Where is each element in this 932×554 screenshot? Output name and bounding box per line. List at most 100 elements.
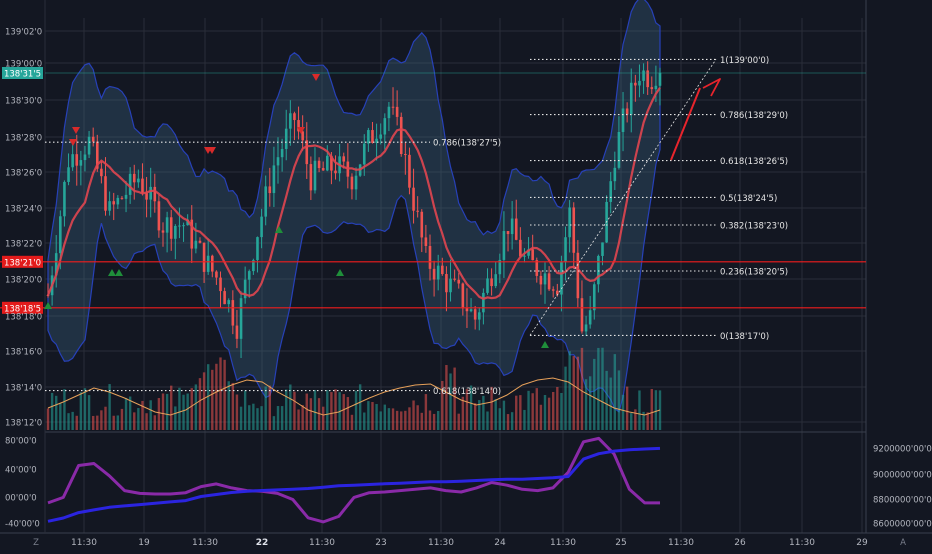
current-price-label: 138'31'5 xyxy=(4,70,41,80)
volume-bar xyxy=(543,395,547,430)
volume-bar xyxy=(601,347,604,430)
sell-signal-icon xyxy=(69,139,77,146)
volume-bar xyxy=(584,379,588,430)
candle-body xyxy=(654,85,658,90)
volume-bar xyxy=(588,376,592,430)
candle-body xyxy=(235,325,239,339)
osc-y-tick-left: -40'00'0 xyxy=(5,520,40,530)
candle-body xyxy=(63,181,66,217)
x-tick-label: 11:30 xyxy=(192,538,218,548)
volume-bar xyxy=(252,403,255,430)
volume-bar xyxy=(211,369,214,430)
candle-body xyxy=(87,136,91,155)
candle-body xyxy=(108,201,111,211)
candle-body xyxy=(100,168,103,177)
volume-bar xyxy=(630,413,633,430)
volume-bar xyxy=(174,406,177,430)
volume-bar xyxy=(141,400,144,430)
candle-body xyxy=(313,160,317,191)
candle-body xyxy=(609,181,613,202)
auto-scale-button[interactable]: A xyxy=(900,538,906,548)
volume-bar xyxy=(227,381,230,430)
candle-body xyxy=(486,278,489,293)
candle-body xyxy=(638,80,641,86)
candle-body xyxy=(412,187,415,211)
x-tick-label: 11:30 xyxy=(309,538,335,548)
candle-body xyxy=(634,82,637,86)
oscillator-line-blue xyxy=(47,446,661,523)
volume-bar xyxy=(412,400,415,430)
volume-bar xyxy=(112,415,115,430)
x-tick-label: 22 xyxy=(256,538,269,548)
candle-body xyxy=(141,178,144,193)
volume-bar xyxy=(71,411,74,430)
candle-body xyxy=(326,155,329,171)
volume-bar xyxy=(264,386,267,430)
buy-signal-icon xyxy=(108,269,116,276)
y-tick-label: 138'18'0 xyxy=(5,313,42,323)
osc-y-tick-left: 40'00'0 xyxy=(5,466,37,476)
candle-body xyxy=(59,216,62,254)
volume-bar xyxy=(83,388,87,430)
candle-body xyxy=(453,278,456,280)
candle-body xyxy=(284,128,288,150)
volume-bar xyxy=(157,398,161,430)
candle-body xyxy=(601,242,604,256)
candle-body xyxy=(71,154,74,168)
candle-body xyxy=(91,136,95,142)
volume-bar xyxy=(280,406,284,430)
candle-body xyxy=(174,225,177,239)
x-tick-label: 26 xyxy=(734,538,746,548)
sell-signal-icon xyxy=(208,147,216,154)
candle-body xyxy=(95,141,99,169)
volume-bar xyxy=(654,390,658,430)
candle-body xyxy=(539,275,543,285)
zoom-button[interactable]: Z xyxy=(33,538,39,548)
volume-bar xyxy=(256,408,259,430)
candle-body xyxy=(289,113,292,129)
osc-y-tick-right: 8600000'00'0 xyxy=(873,520,932,530)
volume-bar xyxy=(268,385,271,430)
volume-bar xyxy=(354,390,358,430)
volume-bar xyxy=(650,388,653,430)
candle-body xyxy=(617,131,621,168)
volume-bar xyxy=(432,413,436,430)
y-tick-label: 138'30'0 xyxy=(5,97,42,107)
volume-bar xyxy=(313,389,317,430)
volume-bar xyxy=(149,400,152,430)
candle-body xyxy=(75,154,79,166)
volume-bar xyxy=(379,411,382,430)
candle-body xyxy=(169,217,173,239)
candle-body xyxy=(264,186,267,217)
candle-body xyxy=(527,249,530,256)
candle-body xyxy=(584,324,588,332)
volume-bar xyxy=(206,364,210,430)
osc-y-tick-left: 80'00'0 xyxy=(5,437,37,447)
volume-bar xyxy=(428,410,432,430)
volume-bar xyxy=(560,392,563,430)
volume-bar xyxy=(272,416,276,430)
volume-bar xyxy=(326,390,329,430)
volume-bar xyxy=(91,415,95,430)
volume-bar xyxy=(395,410,399,430)
moving-average xyxy=(46,87,661,300)
candle-body xyxy=(309,164,313,191)
volume-bar xyxy=(564,366,567,430)
fib-level-label: 0.236(138'20'5) xyxy=(720,268,788,278)
volume-bar xyxy=(289,384,292,430)
volume-bar xyxy=(441,380,444,430)
candle-body xyxy=(334,170,337,174)
candle-body xyxy=(519,239,522,257)
volume-bar xyxy=(182,394,185,430)
candle-body xyxy=(83,154,87,161)
volume-bar xyxy=(198,378,202,430)
volume-bar xyxy=(75,415,78,430)
y-tick-label: 138'16'0 xyxy=(5,348,42,358)
volume-bar xyxy=(552,391,555,430)
volume-bar xyxy=(96,415,99,430)
candle-body xyxy=(256,237,259,261)
candle-body xyxy=(198,240,202,243)
x-tick-label: 11:30 xyxy=(668,538,694,548)
candle-body xyxy=(120,197,124,199)
volume-bar xyxy=(334,389,337,430)
